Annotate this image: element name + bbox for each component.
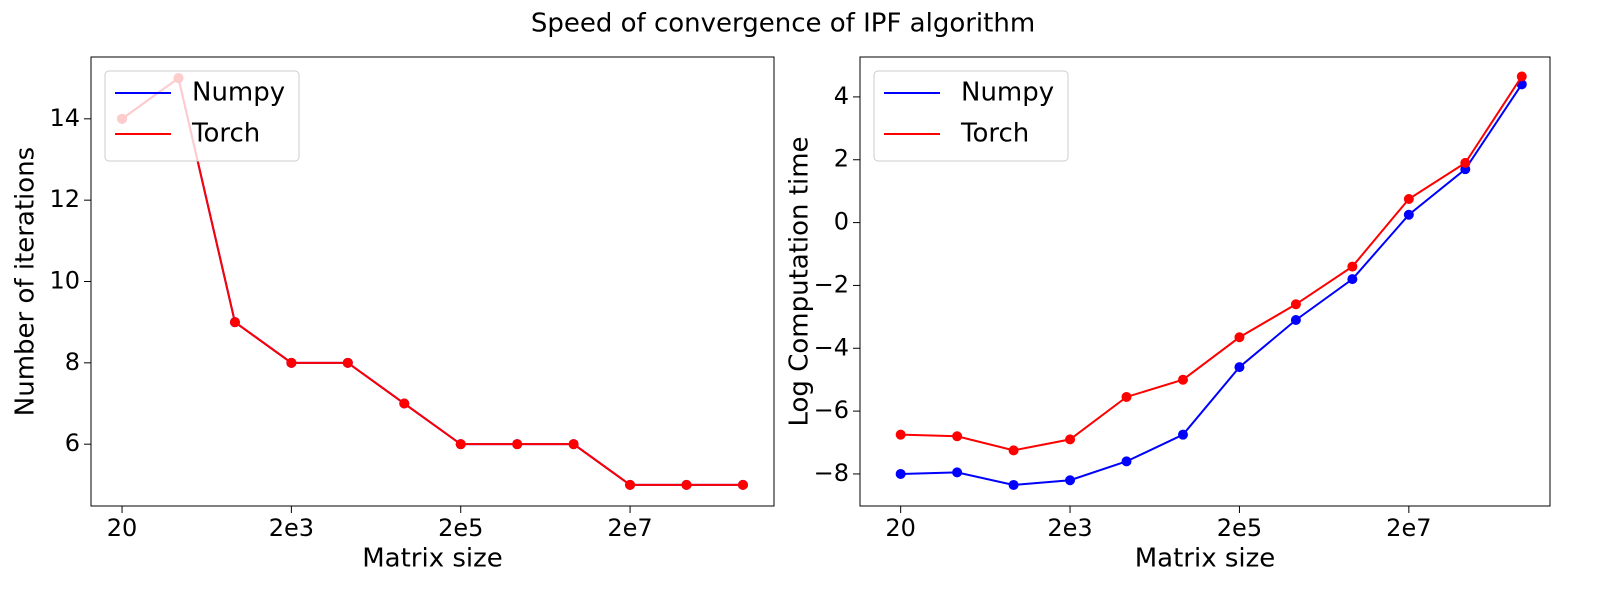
legend: Numpy Torch [873, 70, 1069, 162]
x-tick-label: 20 [885, 514, 916, 542]
x-tick-label: 2e5 [438, 514, 483, 542]
y-tick-label: 6 [65, 429, 80, 457]
data-point [1403, 209, 1414, 220]
data-point [1234, 362, 1245, 373]
x-tick-label: 20 [107, 514, 138, 542]
data-point [1177, 374, 1188, 385]
data-point [229, 317, 240, 328]
data-point [952, 431, 963, 442]
data-point [1008, 479, 1019, 490]
data-point [1460, 157, 1471, 168]
figure-title: Speed of convergence of IPF algorithm [531, 9, 1035, 39]
legend-label: Numpy [192, 78, 285, 108]
data-point [1290, 314, 1301, 325]
data-point [1121, 456, 1132, 467]
series-line [121, 76, 743, 486]
x-tick-label: 2e5 [1217, 514, 1262, 542]
data-point [1234, 332, 1245, 343]
y-tick-label: 4 [834, 82, 849, 110]
series-line [900, 75, 1523, 452]
series-line [900, 83, 1523, 486]
data-point [1065, 434, 1076, 445]
data-point [895, 429, 906, 440]
data-point [1290, 299, 1301, 310]
plot-frame [859, 56, 1551, 507]
data-point [512, 439, 523, 450]
data-point [1065, 475, 1076, 486]
x-tick-label: 2e7 [607, 514, 652, 542]
data-point [895, 468, 906, 479]
data-point [342, 357, 353, 368]
plot-frame [90, 56, 775, 507]
data-point [1347, 261, 1358, 272]
x-axis-label: Matrix size [362, 544, 503, 574]
y-tick-label: −4 [814, 333, 849, 361]
data-point [286, 357, 297, 368]
y-tick-label: 2 [834, 145, 849, 173]
data-point [1008, 445, 1019, 456]
data-point [1121, 391, 1132, 402]
x-tick-label: 2e3 [1047, 514, 1092, 542]
legend-label: Torch [191, 119, 260, 149]
y-axis-label: Log Computation time [785, 136, 815, 426]
y-tick-label: 14 [49, 104, 80, 132]
data-point [1177, 429, 1188, 440]
y-tick-label: −8 [814, 459, 849, 487]
data-point [737, 479, 748, 490]
legend: Numpy Torch [104, 70, 300, 162]
data-point [455, 439, 466, 450]
y-tick-label: 0 [834, 208, 849, 236]
data-point [625, 479, 636, 490]
data-point [681, 479, 692, 490]
y-tick-label: −6 [814, 396, 849, 424]
x-axis-label: Matrix size [1135, 544, 1276, 574]
data-point [1516, 71, 1527, 82]
data-point [568, 439, 579, 450]
y-axis-label: Number of iterations [11, 147, 41, 416]
x-tick-label: 2e3 [269, 514, 314, 542]
data-point [1347, 274, 1358, 285]
data-point [399, 398, 410, 409]
y-tick-label: 8 [65, 348, 80, 376]
y-tick-label: 12 [49, 185, 80, 213]
x-tick-label: 2e7 [1386, 514, 1431, 542]
y-tick-label: −2 [814, 270, 849, 298]
legend-label: Numpy [961, 78, 1054, 108]
y-tick-label: 10 [49, 267, 80, 295]
data-point [1403, 194, 1414, 205]
legend-label: Torch [960, 119, 1029, 149]
data-point [952, 467, 963, 478]
